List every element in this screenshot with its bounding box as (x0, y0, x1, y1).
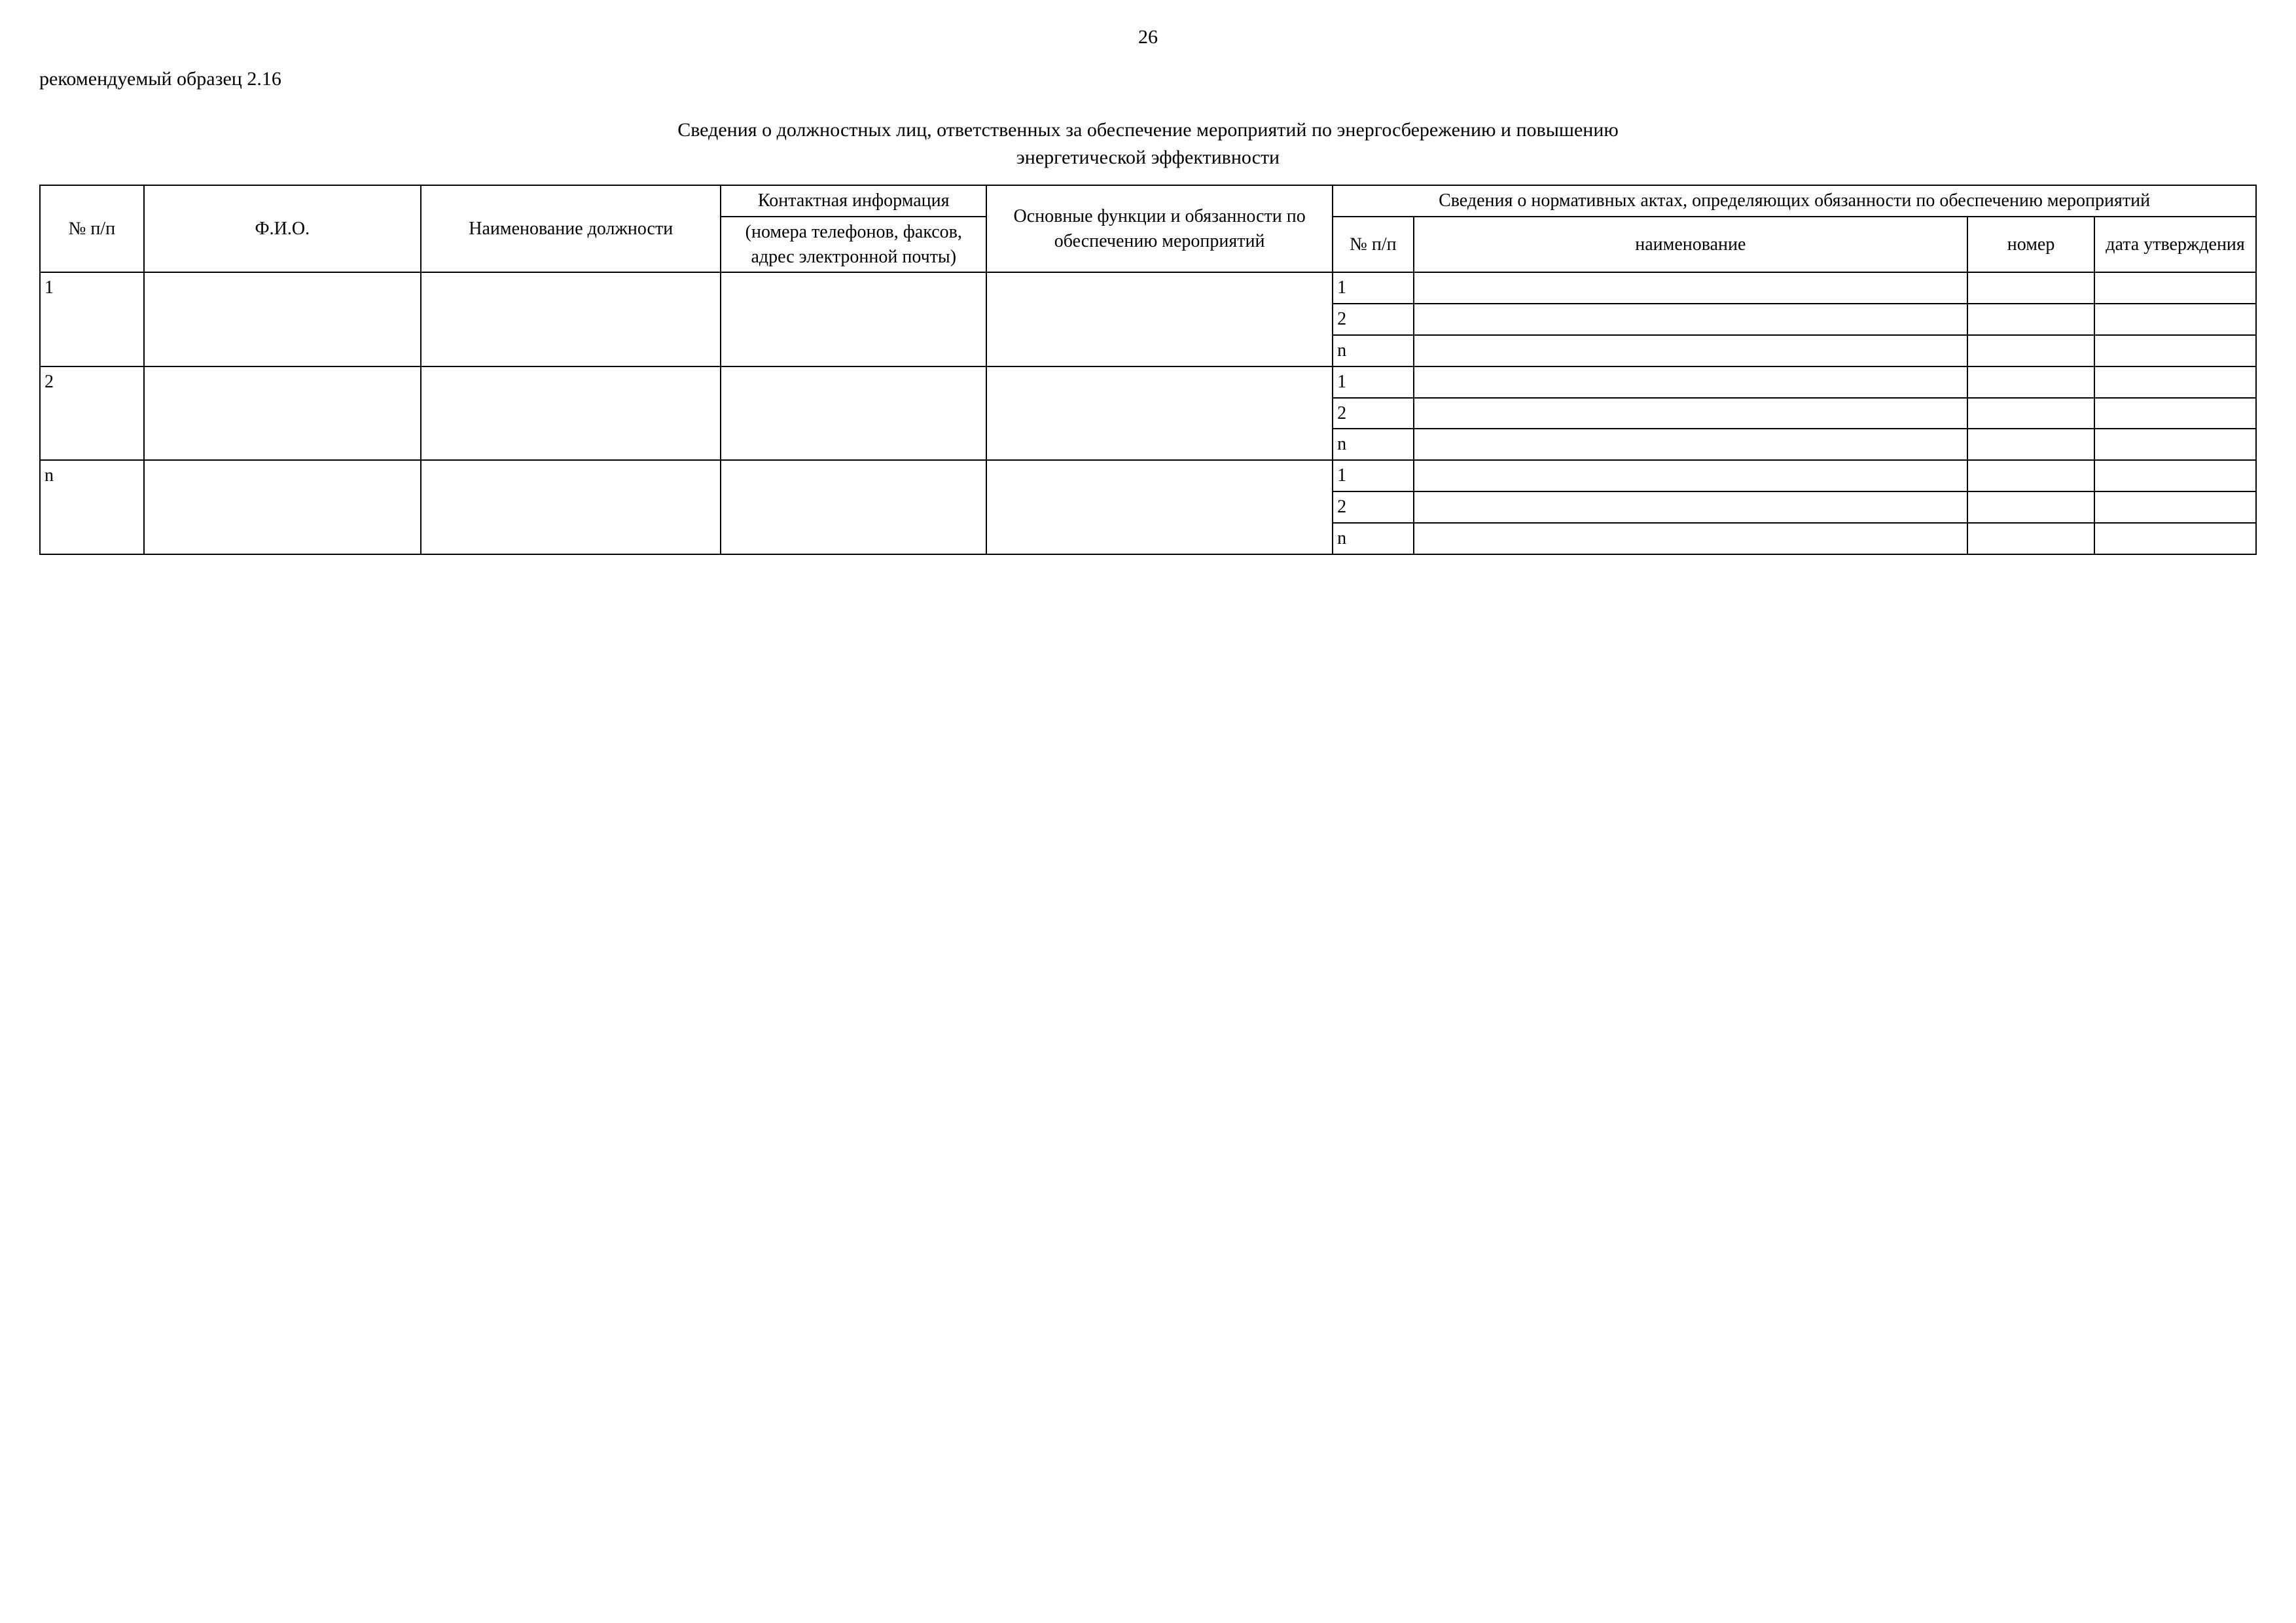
cell-sub-nn: n (1333, 335, 1413, 366)
header-sub-nn: № п/п (1333, 217, 1413, 273)
cell-sub-number (1967, 429, 2094, 460)
cell-sub-date (2094, 460, 2256, 491)
cell-contact (721, 272, 986, 366)
header-contact: Контактная информация (721, 185, 986, 217)
cell-sub-number (1967, 398, 2094, 429)
table-row: 1 1 (40, 272, 2256, 304)
cell-sub-nn: 1 (1333, 272, 1413, 304)
cell-fio (144, 272, 421, 366)
cell-sub-name (1414, 304, 1968, 335)
cell-functions (986, 366, 1333, 460)
cell-sub-number (1967, 304, 2094, 335)
cell-sub-date (2094, 523, 2256, 554)
cell-sub-date (2094, 491, 2256, 523)
cell-sub-nn: 2 (1333, 491, 1413, 523)
cell-sub-number (1967, 491, 2094, 523)
header-fio: Ф.И.О. (144, 185, 421, 272)
cell-contact (721, 460, 986, 554)
header-position: Наименование должности (421, 185, 721, 272)
cell-sub-name (1414, 460, 1968, 491)
header-acts-group: Сведения о нормативных актах, определяющ… (1333, 185, 2256, 217)
cell-sub-date (2094, 304, 2256, 335)
header-functions: Основные функции и обязанности по обеспе… (986, 185, 1333, 272)
cell-functions (986, 460, 1333, 554)
cell-sub-name (1414, 523, 1968, 554)
cell-position (421, 272, 721, 366)
header-contact-top: Контактная информация (758, 190, 950, 211)
cell-sub-number (1967, 460, 2094, 491)
cell-sub-number (1967, 523, 2094, 554)
cell-sub-date (2094, 429, 2256, 460)
cell-sub-number (1967, 366, 2094, 398)
cell-sub-nn: 2 (1333, 398, 1413, 429)
cell-sub-date (2094, 398, 2256, 429)
cell-sub-name (1414, 335, 1968, 366)
table-row: 2 1 (40, 366, 2256, 398)
cell-fio (144, 366, 421, 460)
cell-sub-nn: n (1333, 523, 1413, 554)
cell-sub-date (2094, 366, 2256, 398)
cell-sub-name (1414, 429, 1968, 460)
cell-sub-name (1414, 491, 1968, 523)
header-contact-bottom: (номера телефонов, факсов, адрес электро… (721, 217, 986, 273)
header-sub-name: наименование (1414, 217, 1968, 273)
cell-sub-nn: 2 (1333, 304, 1413, 335)
table-row: n 1 (40, 460, 2256, 491)
header-sub-number: номер (1967, 217, 2094, 273)
title-line1: Сведения о должностных лиц, ответственны… (677, 119, 1619, 141)
cell-sub-nn: 1 (1333, 366, 1413, 398)
cell-sub-number (1967, 335, 2094, 366)
cell-nn: n (40, 460, 144, 554)
header-sub-date: дата утверждения (2094, 217, 2256, 273)
cell-sub-nn: 1 (1333, 460, 1413, 491)
cell-contact (721, 366, 986, 460)
cell-sub-name (1414, 366, 1968, 398)
cell-nn: 2 (40, 366, 144, 460)
cell-sub-date (2094, 272, 2256, 304)
cell-sub-name (1414, 272, 1968, 304)
sample-label: рекомендуемый образец 2.16 (39, 68, 2257, 90)
officials-table: № п/п Ф.И.О. Наименование должности Конт… (39, 185, 2257, 555)
cell-sub-name (1414, 398, 1968, 429)
cell-position (421, 366, 721, 460)
table-title: Сведения о должностных лиц, ответственны… (150, 116, 2145, 171)
cell-fio (144, 460, 421, 554)
cell-sub-nn: n (1333, 429, 1413, 460)
cell-sub-date (2094, 335, 2256, 366)
cell-sub-number (1967, 272, 2094, 304)
cell-position (421, 460, 721, 554)
header-nn: № п/п (40, 185, 144, 272)
cell-nn: 1 (40, 272, 144, 366)
title-line2: энергетической эффективности (1016, 147, 1280, 168)
cell-functions (986, 272, 1333, 366)
page-number: 26 (39, 26, 2257, 48)
